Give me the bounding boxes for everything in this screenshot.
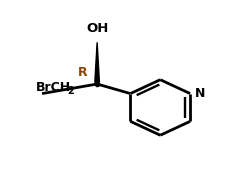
Polygon shape xyxy=(95,42,99,82)
Text: N: N xyxy=(195,87,205,100)
Text: BrCH: BrCH xyxy=(36,81,71,94)
Text: 2: 2 xyxy=(67,86,73,96)
Text: R: R xyxy=(77,66,87,79)
Text: OH: OH xyxy=(86,22,108,35)
